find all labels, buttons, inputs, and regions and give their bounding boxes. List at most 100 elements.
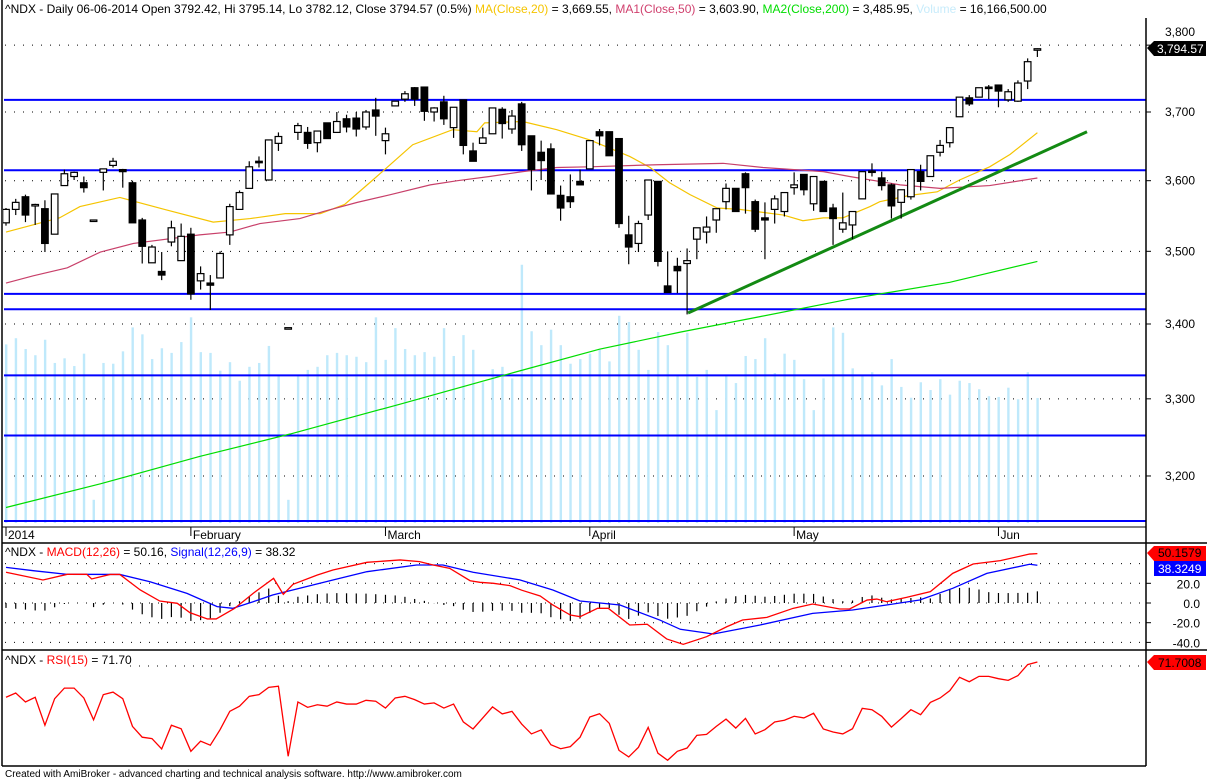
candle	[274, 132, 283, 151]
volume-bar	[5, 344, 8, 523]
rsi-header-label: RSI(15)	[47, 653, 88, 667]
volume-bar	[870, 372, 874, 523]
volume-bar	[82, 353, 86, 523]
candle-body-up	[508, 115, 516, 130]
volume-bar	[948, 394, 952, 523]
candle	[838, 192, 847, 233]
volume-bar	[102, 362, 105, 523]
candle	[332, 112, 341, 134]
close-price-tag-text: 3,794.57	[1157, 42, 1204, 56]
header-ma50-value: = 3,603.90,	[695, 2, 762, 16]
volume-bar	[549, 329, 553, 523]
candle-body-up	[381, 133, 390, 142]
price-axis-label: 3,200	[1165, 469, 1195, 483]
candle-body-down	[128, 182, 137, 224]
volume-bar	[1026, 372, 1030, 523]
candle-body-up	[809, 175, 818, 205]
candle	[459, 99, 468, 155]
volume-bar	[228, 362, 232, 523]
candle-body-down	[799, 173, 808, 191]
candle-body-down	[829, 207, 837, 220]
candle	[692, 227, 701, 260]
rsi-value-tag-text: 71.7008	[1158, 656, 1202, 670]
candle	[761, 202, 769, 260]
candle-body-down	[965, 97, 974, 105]
header-ma20-label: MA(Close,20)	[475, 2, 548, 16]
candle-body-up	[167, 227, 176, 243]
candle-body-down	[206, 282, 215, 286]
candle-body-down	[420, 86, 429, 112]
candle	[741, 172, 750, 214]
volume-bar	[725, 375, 728, 523]
candle	[984, 85, 993, 100]
close-price-tag: 3,794.57	[1147, 41, 1206, 56]
volume-bar	[763, 338, 767, 523]
volume-bar	[189, 317, 193, 523]
volume-bar	[394, 328, 397, 523]
candle-body-down	[916, 171, 925, 182]
candlesticks	[3, 48, 1042, 330]
candle-body-down	[819, 180, 828, 213]
macd-value-tag: 50.1579	[1147, 546, 1206, 561]
ma200-line	[5, 260, 1038, 509]
candle-body-up	[11, 201, 20, 211]
candle-body-down	[615, 137, 623, 225]
candle	[868, 163, 876, 177]
macd-header-label: MACD(12,26)	[47, 545, 120, 559]
volume-bar	[63, 358, 66, 523]
candle	[313, 130, 322, 153]
candle	[186, 227, 195, 300]
candle-body-down	[410, 87, 419, 100]
volume-bar	[1016, 399, 1020, 523]
volume-bars	[5, 264, 1039, 523]
candle	[508, 109, 516, 134]
date-axis-label: 2014	[8, 528, 35, 542]
candle-body-up	[31, 203, 40, 207]
candle-body-up	[99, 168, 108, 173]
volume-bar	[822, 378, 825, 523]
candle	[799, 173, 808, 196]
price-axis-label: 3,700	[1165, 105, 1195, 119]
volume-bar	[92, 499, 95, 523]
candle	[118, 168, 127, 188]
candle-body-up	[264, 139, 273, 181]
candle-body-down	[673, 265, 682, 272]
volume-bar	[783, 353, 786, 523]
candle-body-up	[945, 127, 954, 144]
trendline	[687, 130, 1088, 315]
moving-averages	[5, 120, 1088, 509]
candle	[109, 157, 117, 168]
candle-body-up	[401, 93, 409, 100]
volume-bar	[1036, 397, 1039, 523]
signal-value-tag: 38.3249	[1154, 561, 1206, 576]
candle	[79, 176, 88, 193]
candle	[566, 174, 575, 208]
candle	[498, 107, 507, 139]
candle	[615, 137, 623, 228]
header-volume-label: Volume	[916, 2, 956, 16]
candle	[624, 215, 633, 265]
candle-body-up	[449, 106, 458, 129]
volume-bar	[968, 383, 971, 523]
candle	[975, 87, 983, 98]
candle	[11, 198, 20, 216]
candle	[381, 127, 390, 155]
candle-body-up	[683, 260, 691, 265]
rsi-value-tag: 71.7008	[1147, 655, 1206, 670]
volume-bar	[374, 317, 378, 523]
candle-body-down	[624, 234, 633, 248]
candle	[877, 171, 886, 191]
candle	[401, 91, 409, 102]
candle-body-down	[352, 117, 361, 130]
candle-body-up	[196, 273, 205, 282]
candle	[780, 191, 789, 217]
candle-body-down	[517, 103, 526, 146]
price-axis-label: 3,600	[1165, 174, 1195, 188]
ma50-line	[5, 162, 1038, 284]
candle-body-up	[936, 144, 944, 153]
candle	[31, 203, 40, 225]
candle	[439, 95, 448, 125]
candle	[576, 169, 584, 186]
candle	[936, 139, 944, 157]
